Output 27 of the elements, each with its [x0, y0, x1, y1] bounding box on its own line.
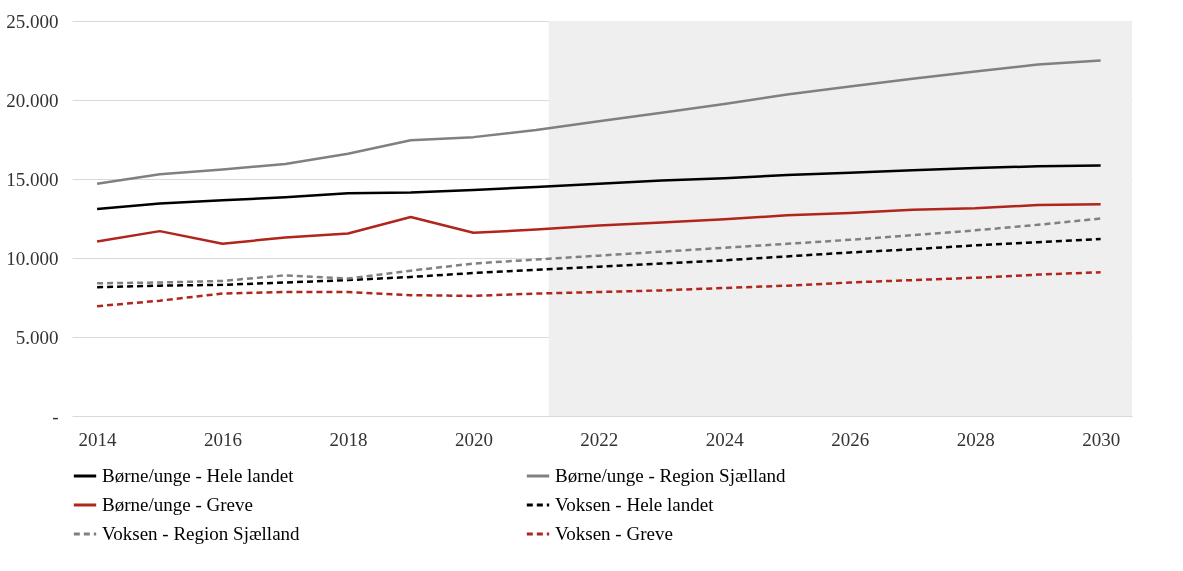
x-tick-label: 2030 — [1082, 428, 1121, 450]
legend-label: Børne/unge - Region Sjælland — [555, 465, 787, 486]
y-tick-label: 15.000 — [6, 168, 59, 190]
x-tick-label: 2026 — [831, 428, 870, 450]
y-tick-label: 5.000 — [15, 326, 59, 348]
x-tick-label: 2028 — [956, 428, 995, 450]
legend-label: Voksen - Greve — [555, 523, 673, 544]
legend-label: Voksen - Region Sjælland — [102, 523, 301, 544]
x-tick-label: 2018 — [329, 428, 368, 450]
line-series — [95, 217, 1102, 285]
legend-label: Voksen - Hele landet — [555, 494, 715, 515]
x-tick-label: 2024 — [705, 428, 745, 450]
line-series — [95, 164, 1102, 211]
x-tick-label: 2022 — [580, 428, 619, 450]
x-tick-label: 2020 — [454, 428, 493, 450]
y-tick-label: 20.000 — [6, 89, 59, 111]
line-series — [95, 59, 1102, 185]
line-series — [95, 203, 1102, 246]
x-tick-label: 2014 — [78, 428, 118, 450]
line-series — [95, 270, 1102, 308]
legend-label: Børne/unge - Greve — [102, 494, 253, 515]
legend-label: Børne/unge - Hele landet — [102, 465, 295, 486]
y-tick-label: - — [52, 405, 59, 427]
y-tick-label: 10.000 — [6, 247, 59, 269]
y-tick-label: 25.000 — [6, 10, 59, 32]
x-tick-label: 2016 — [204, 428, 243, 450]
line-series — [95, 237, 1102, 289]
